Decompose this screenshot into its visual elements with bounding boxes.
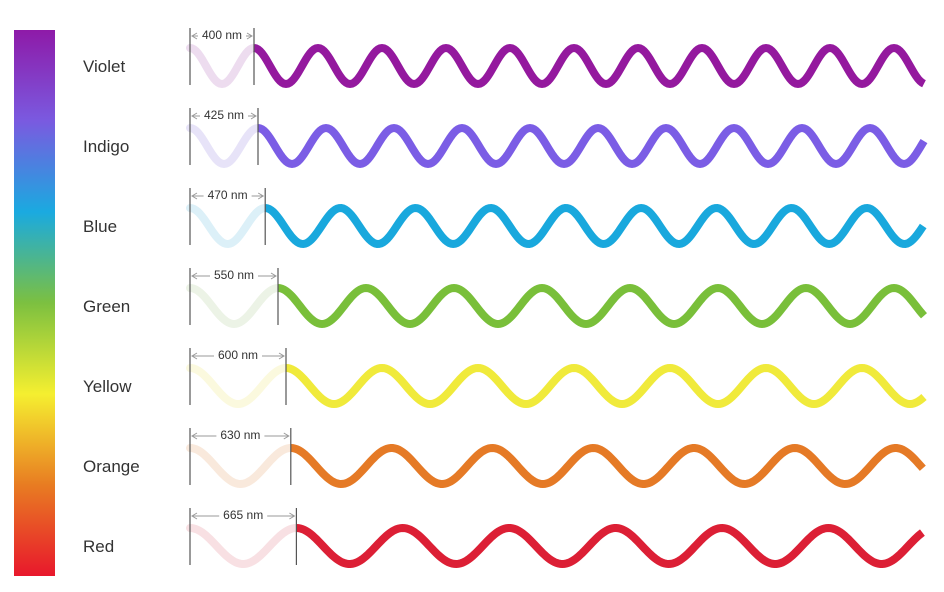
arrowhead-right-red — [289, 512, 296, 520]
arrowhead-right-blue — [257, 192, 265, 200]
ghost-cycle-violet — [186, 44, 258, 89]
wave-row-blue: Blue 470 nm — [83, 188, 927, 249]
arrowhead-right-indigo — [250, 112, 257, 120]
wave-row-indigo: Indigo 425 nm — [83, 108, 928, 169]
wave-rows: Violet 400 nm Indigo 425 nm Blue 470 nm Green 5… — [83, 28, 928, 569]
wavelength-label-bg-green — [210, 268, 258, 281]
wave-blue — [264, 203, 927, 249]
arrowhead-left-orange — [191, 432, 198, 440]
wave-row-red: Red 665 nm — [83, 508, 925, 569]
color-label-indigo: Indigo — [83, 137, 129, 156]
wave-orange — [290, 443, 926, 489]
wavelength-label-orange: 630 nm — [220, 428, 260, 442]
arrowhead-left-indigo — [191, 112, 198, 120]
wavelength-label-bg-indigo — [200, 108, 248, 121]
wave-row-yellow: Yellow 600 nm — [83, 348, 927, 409]
color-label-green: Green — [83, 297, 130, 316]
wavelength-label-indigo: 425 nm — [204, 108, 244, 122]
arrowhead-right-green — [270, 272, 277, 280]
ghost-cycle-orange — [186, 444, 294, 488]
wave-red — [296, 523, 925, 569]
color-label-blue: Blue — [83, 217, 117, 236]
wave-violet — [253, 43, 926, 89]
wavelength-label-bg-red — [219, 508, 268, 521]
arrowhead-right-orange — [283, 432, 290, 440]
arrowhead-right-violet — [246, 32, 253, 40]
wavelength-label-violet: 400 nm — [202, 28, 242, 42]
wavelength-label-green: 550 nm — [214, 268, 254, 282]
ghost-cycle-indigo — [186, 124, 262, 169]
wave-row-green: Green 550 nm — [83, 268, 927, 329]
arrowhead-left-blue — [191, 192, 198, 200]
wavelength-label-blue: 470 nm — [208, 188, 248, 202]
ghost-cycle-blue — [186, 204, 268, 249]
wave-row-violet: Violet 400 nm — [83, 28, 926, 89]
wavelength-label-bg-blue — [203, 188, 252, 201]
wavelength-label-bg-orange — [216, 428, 265, 441]
wave-yellow — [285, 363, 927, 409]
spectrum-bar — [14, 30, 55, 576]
ghost-cycle-green — [186, 284, 282, 329]
arrowhead-left-violet — [191, 32, 198, 40]
ghost-cycle-yellow — [186, 364, 290, 409]
wavelength-label-yellow: 600 nm — [218, 348, 258, 362]
wave-row-orange: Orange 630 nm — [83, 428, 926, 489]
wavelength-label-red: 665 nm — [223, 508, 263, 522]
color-label-yellow: Yellow — [83, 377, 132, 396]
color-label-violet: Violet — [83, 57, 125, 76]
arrowhead-left-green — [191, 272, 198, 280]
ghost-cycle-red — [186, 524, 300, 568]
arrowhead-right-yellow — [278, 352, 285, 360]
wavelength-label-bg-violet — [198, 28, 246, 41]
wave-green — [277, 283, 927, 329]
wave-indigo — [257, 123, 928, 169]
arrowhead-left-yellow — [191, 352, 198, 360]
color-label-red: Red — [83, 537, 114, 556]
color-label-orange: Orange — [83, 457, 140, 476]
wavelength-label-bg-yellow — [214, 348, 262, 361]
arrowhead-left-red — [191, 512, 198, 520]
